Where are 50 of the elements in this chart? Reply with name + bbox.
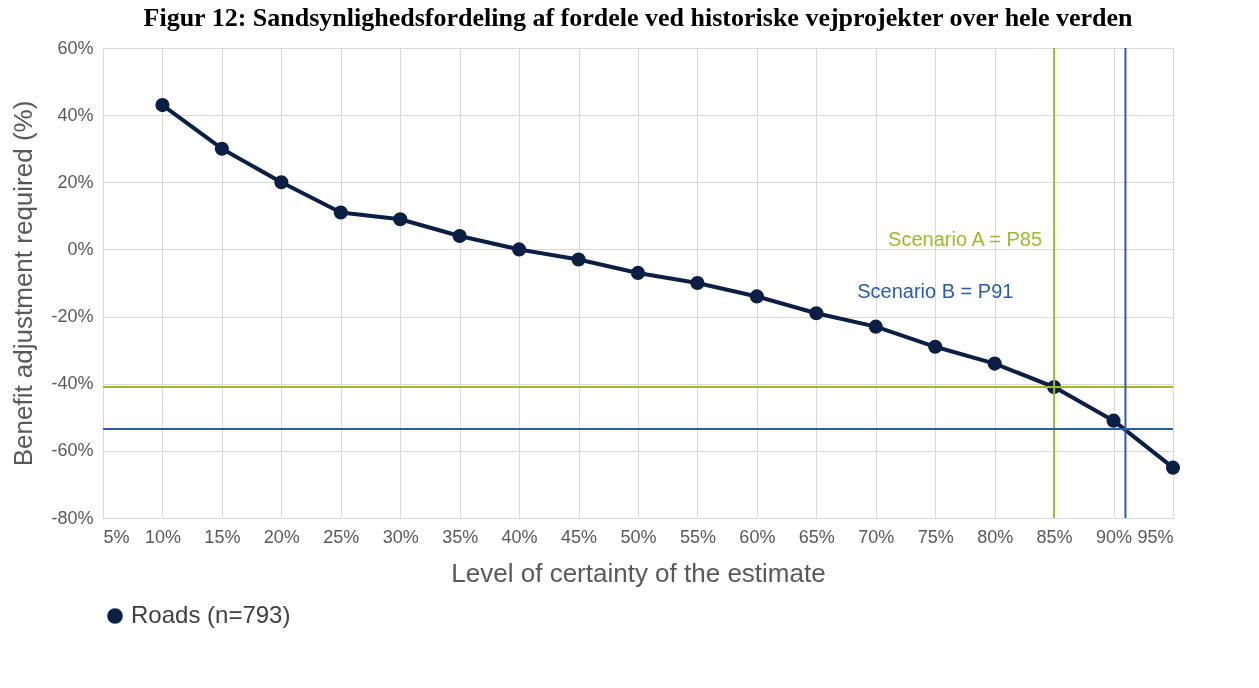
y-tick-label: 40%	[57, 104, 94, 125]
ref-line-label: Scenario B = P91	[857, 280, 1014, 302]
point	[512, 242, 527, 257]
x-tick-label: 5%	[103, 526, 130, 547]
point	[1165, 460, 1181, 475]
y-tick-label: -40%	[51, 373, 94, 394]
point	[333, 205, 348, 220]
x-tick-label: 80%	[977, 526, 1014, 547]
legend-label: Roads (n=793)	[131, 601, 291, 628]
ref-line-label: Scenario A = P85	[888, 228, 1043, 250]
x-tick-label: 35%	[442, 526, 479, 547]
y-tick-label: 0%	[67, 238, 94, 259]
y-axis-title: Benefit adjustment required (%)	[8, 100, 39, 467]
point	[1106, 413, 1121, 428]
y-tick-label: 60%	[57, 37, 94, 58]
x-tick-label: 70%	[858, 526, 895, 547]
point	[571, 252, 586, 267]
x-axis-title: Level of certainty of the estimate	[451, 557, 826, 588]
point	[987, 356, 1002, 371]
point	[749, 289, 764, 304]
point	[630, 265, 646, 280]
y-tick-label: -60%	[51, 440, 94, 461]
x-tick-label: 55%	[679, 526, 716, 547]
point	[452, 228, 467, 244]
x-tick-label: 90%	[1096, 526, 1133, 547]
x-tick-label: 50%	[620, 526, 657, 547]
x-tick-label: 40%	[501, 526, 538, 547]
x-tick-label: 65%	[798, 526, 835, 547]
x-tick-label: 25%	[323, 526, 360, 547]
chart-title: Figur 12: Sandsynlighedsfordeling af fordele ved historiske vejprojekter over hele verden	[143, 3, 1133, 32]
x-tick-label: 15%	[204, 526, 241, 547]
x-tick-label: 45%	[561, 526, 598, 547]
point	[928, 339, 943, 354]
y-tick-label: 20%	[57, 171, 94, 192]
point	[690, 275, 705, 291]
x-tick-label: 75%	[917, 526, 954, 547]
x-tick-label: 85%	[1036, 526, 1073, 547]
point	[274, 175, 289, 190]
point	[155, 98, 170, 113]
y-tick-label: -80%	[51, 507, 94, 528]
x-tick-label: 60%	[739, 526, 776, 547]
x-tick-label: 95%	[1137, 526, 1174, 547]
x-tick-label: 30%	[382, 526, 419, 547]
x-tick-label: 10%	[144, 526, 181, 547]
point	[868, 319, 883, 334]
point	[214, 141, 229, 156]
x-tick-label: 20%	[263, 526, 300, 547]
y-tick-label: -20%	[51, 306, 94, 327]
point	[809, 306, 824, 321]
point	[393, 212, 408, 227]
